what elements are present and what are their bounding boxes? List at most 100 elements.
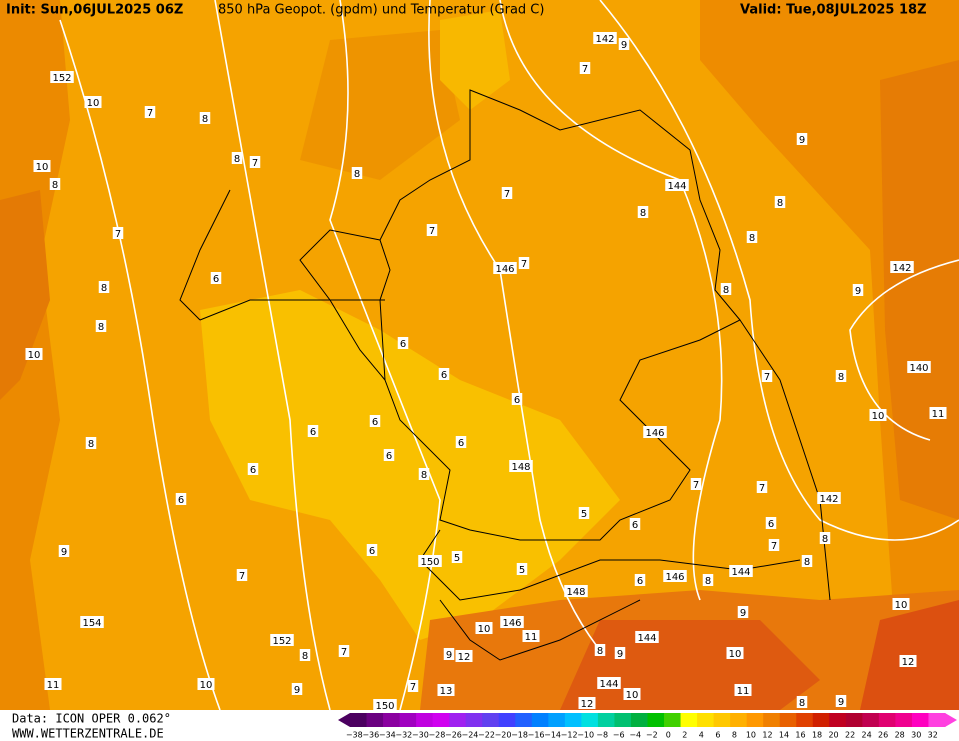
contour-label: 8 xyxy=(822,534,828,545)
contour-label: 8 xyxy=(749,233,755,244)
contour-label: 7 xyxy=(239,571,245,582)
label-box xyxy=(426,224,438,236)
label-box xyxy=(756,481,768,493)
contour-label: 11 xyxy=(47,680,60,691)
colorbar-cell xyxy=(465,713,483,727)
label-box xyxy=(635,631,659,643)
label-box xyxy=(637,206,649,218)
colorbar-cell xyxy=(366,713,384,727)
colorbar-label: −10 xyxy=(577,731,594,740)
label-box xyxy=(49,178,61,190)
contour-label: 6 xyxy=(637,576,643,587)
colorbar-arrow xyxy=(338,713,350,727)
colorbar-label: 30 xyxy=(911,731,921,740)
colorbar-cell xyxy=(515,713,533,727)
colorbar-cell xyxy=(664,713,682,727)
label-box xyxy=(80,616,104,628)
colorbar-cell xyxy=(763,713,781,727)
contour-label: 9 xyxy=(855,286,861,297)
label-box xyxy=(702,574,714,586)
label-box xyxy=(383,449,395,461)
label-box xyxy=(819,532,831,544)
data-source: Data: ICON OPER 0.062° xyxy=(12,712,171,726)
colorbar-cell xyxy=(911,713,929,727)
label-box xyxy=(369,415,381,427)
contour-label: 8 xyxy=(804,557,810,568)
colorbar-label: 16 xyxy=(795,731,805,740)
colorbar-cell xyxy=(878,713,896,727)
label-box xyxy=(765,517,777,529)
contour-label: 10 xyxy=(729,649,742,660)
colorbar-cell xyxy=(498,713,516,727)
contour-label: 7 xyxy=(115,229,121,240)
colorbar-cell xyxy=(630,713,648,727)
contour-label: 144 xyxy=(667,181,686,192)
contour-line xyxy=(59,19,221,711)
contour-label: 12 xyxy=(581,699,594,710)
label-box xyxy=(796,696,808,708)
contour-label: 9 xyxy=(740,608,746,619)
contour-label: 7 xyxy=(341,647,347,658)
contour-label: 8 xyxy=(234,154,240,165)
colorbar-cell xyxy=(862,713,880,727)
label-box xyxy=(690,478,702,490)
contour-label: 6 xyxy=(441,370,447,381)
colorbar-label: 0 xyxy=(666,731,671,740)
colorbar-cell xyxy=(730,713,748,727)
contour-label: 148 xyxy=(511,462,530,473)
contour-label: 8 xyxy=(597,646,603,657)
colorbar-label: 6 xyxy=(715,731,720,740)
label-box xyxy=(249,156,261,168)
contour-label: 7 xyxy=(764,372,770,383)
contour-label: 7 xyxy=(759,483,765,494)
label-box xyxy=(665,179,689,191)
contour-label: 7 xyxy=(147,108,153,119)
label-box xyxy=(307,425,319,437)
colorbar-cell xyxy=(845,713,863,727)
label-box xyxy=(299,649,311,661)
contour-label: 150 xyxy=(375,701,394,712)
contour-label: 6 xyxy=(178,495,184,506)
colorbar-cell xyxy=(597,713,615,727)
label-box xyxy=(25,348,43,360)
colorbar-label: −22 xyxy=(478,731,495,740)
temp-area xyxy=(440,10,510,110)
contour-label: 6 xyxy=(458,438,464,449)
label-box xyxy=(95,320,107,332)
label-box xyxy=(634,574,646,586)
contour-label: 8 xyxy=(421,470,427,481)
contour-label: 8 xyxy=(799,698,805,709)
contour-label: 140 xyxy=(909,363,928,374)
label-box xyxy=(44,678,62,690)
contour-label: 9 xyxy=(61,547,67,558)
colorbar-cell xyxy=(581,713,599,727)
label-box xyxy=(737,606,749,618)
contour-label: 10 xyxy=(478,624,491,635)
label-box xyxy=(929,407,947,419)
contour-label: 154 xyxy=(82,618,101,629)
contour-label: 6 xyxy=(768,519,774,530)
contour-label: 11 xyxy=(737,686,750,697)
colorbar-cell xyxy=(416,713,434,727)
label-box xyxy=(578,507,590,519)
colorbar-label: −26 xyxy=(445,731,462,740)
contour-label: 5 xyxy=(519,565,525,576)
colorbar-label: −2 xyxy=(646,731,658,740)
website: WWW.WETTERZENTRALE.DE xyxy=(12,727,164,741)
contour-label: 7 xyxy=(693,480,699,491)
colorbar-cell xyxy=(697,713,715,727)
label-box xyxy=(418,468,430,480)
label-box xyxy=(899,655,917,667)
colorbar-label: −24 xyxy=(462,731,479,740)
colorbar-label: −6 xyxy=(613,731,625,740)
colorbar-label: −16 xyxy=(528,731,545,740)
temp-area xyxy=(560,620,820,710)
contour-label: 7 xyxy=(429,226,435,237)
contour-label: 10 xyxy=(87,98,100,109)
contour-label: 7 xyxy=(410,682,416,693)
contour-label: 146 xyxy=(502,618,521,629)
contour-label: 12 xyxy=(902,657,915,668)
contour-label: 10 xyxy=(895,600,908,611)
colorbar-label: −12 xyxy=(561,731,578,740)
label-box xyxy=(618,38,630,50)
